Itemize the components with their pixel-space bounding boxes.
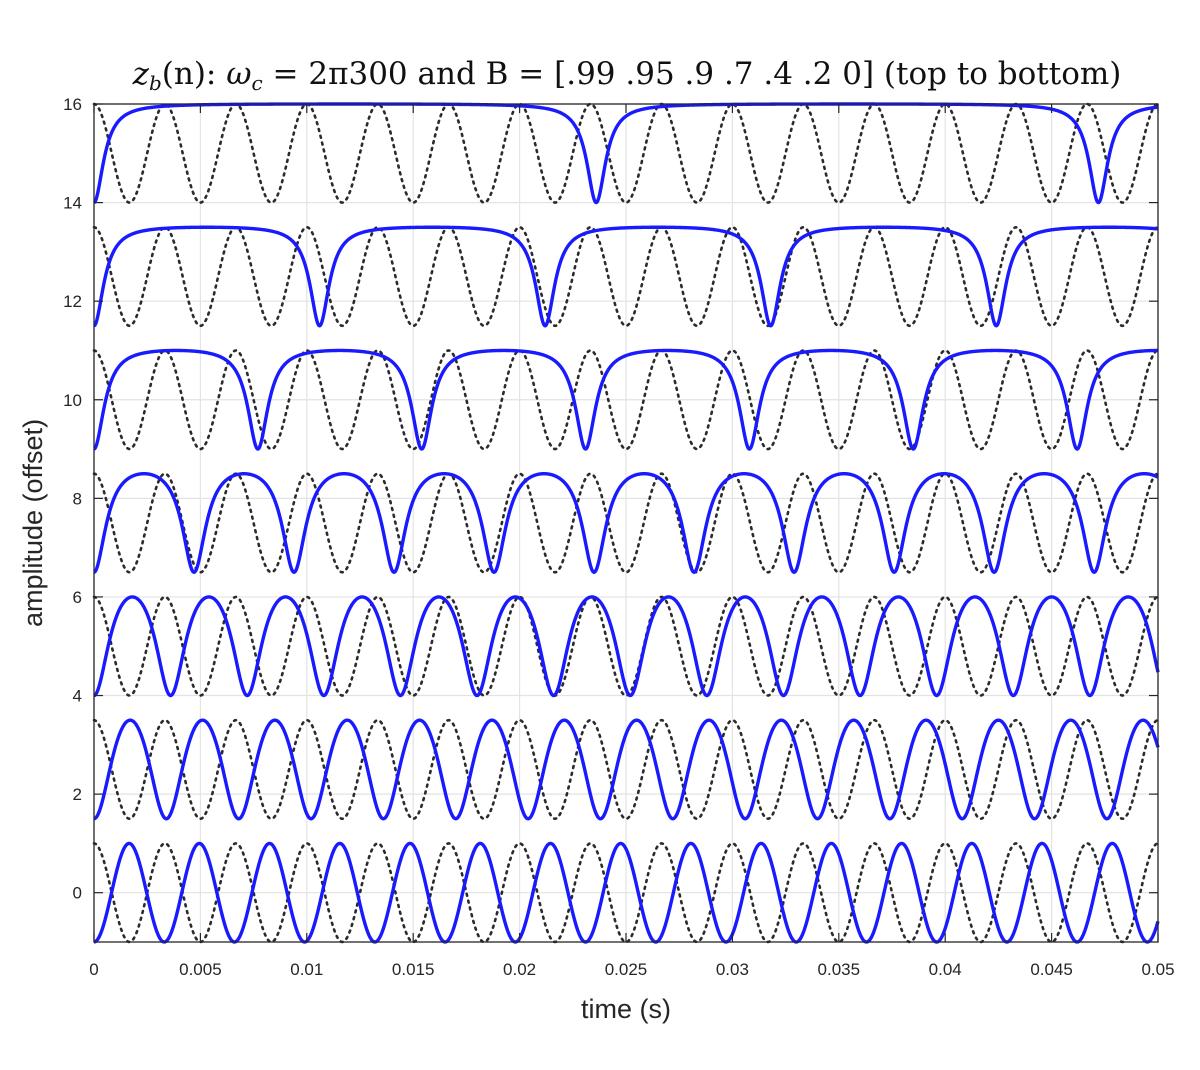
y-tick-label: 0	[73, 884, 82, 903]
chart-title: zb(n): ωc = 2π300 and B = [.99 .95 .9 .7…	[132, 56, 1122, 95]
y-tick-labels: 0 2 4 6 8 10 12 14 16	[63, 95, 82, 903]
y-tick-label: 10	[63, 391, 82, 410]
x-tick-label: 0.04	[929, 960, 962, 979]
x-tick-labels: 0 0.005 0.01 0.015 0.02 0.025 0.03 0.035 0.04 0.0…	[89, 960, 1174, 979]
signal-trace	[93, 472, 1159, 574]
y-tick-label: 6	[73, 588, 82, 607]
x-tick-label: 0.025	[605, 960, 648, 979]
x-tick-label: 0.03	[716, 960, 749, 979]
x-tick-label: 0.005	[179, 960, 222, 979]
y-tick-label: 8	[73, 489, 82, 508]
x-axis-label: time (s)	[581, 994, 671, 1024]
y-tick-label: 4	[73, 687, 82, 706]
reference-sinusoid	[92, 102, 1160, 204]
y-tick-label: 14	[63, 194, 82, 213]
y-tick-label: 12	[63, 292, 82, 311]
reference-sinusoid	[92, 472, 1160, 574]
reference-sinusoid	[92, 349, 1160, 451]
x-tick-label: 0.035	[818, 960, 861, 979]
x-tick-label: 0	[89, 960, 98, 979]
signal-trace	[93, 225, 1159, 328]
signal-trace	[93, 841, 1160, 944]
x-tick-label: 0.02	[503, 960, 536, 979]
signal-trace	[93, 348, 1159, 451]
reference-sinusoid	[92, 595, 1160, 697]
y-tick-label: 16	[63, 95, 82, 114]
y-axis-label: amplitude (offset)	[18, 419, 48, 627]
reference-sinusoid	[92, 225, 1160, 328]
x-tick-label: 0.01	[290, 960, 323, 979]
signal-trace	[93, 718, 1160, 821]
y-tick-label: 2	[73, 785, 82, 804]
x-tick-label: 0.045	[1030, 960, 1073, 979]
x-tick-label: 0.015	[392, 960, 435, 979]
signal-trace	[93, 595, 1160, 698]
axis-ticks	[93, 103, 1159, 942]
reference-sinusoid	[92, 718, 1160, 821]
x-tick-label: 0.05	[1141, 960, 1174, 979]
